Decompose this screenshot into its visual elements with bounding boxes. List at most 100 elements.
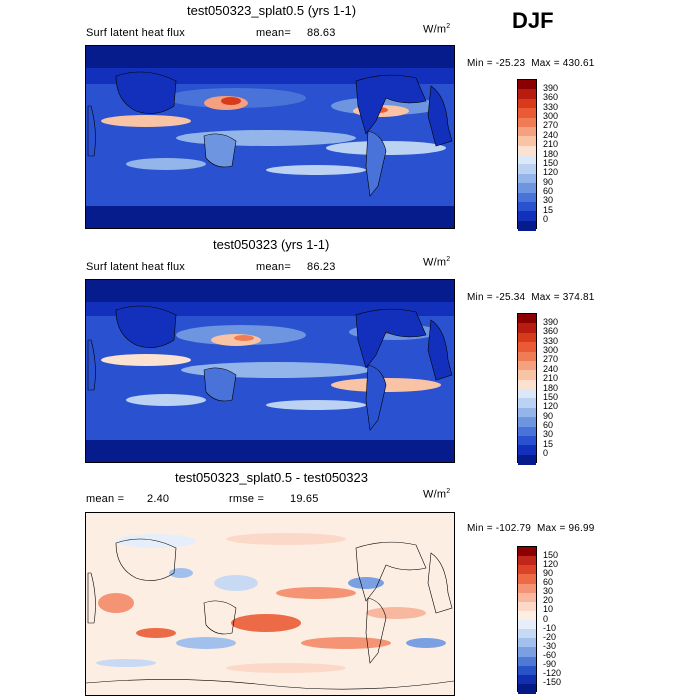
panel-1-minmax: Min = -25.23 Max = 430.61 — [467, 58, 595, 69]
colorbar-tick-label: 210 — [543, 139, 559, 150]
colorbar-swatch — [518, 360, 536, 371]
colorbar-swatch — [518, 665, 536, 676]
panel-1-mean-label: mean= — [256, 27, 291, 39]
colorbar-tick-label: 360 — [543, 92, 559, 103]
colorbar-swatch — [518, 407, 536, 418]
colorbar-tick-label: 30 — [543, 586, 554, 597]
panel-1-colorbar: 390 360 330 300 270 240 210 180 150 120 90 60 30 15 0 — [517, 79, 577, 231]
panel-3-units: W/m2 — [423, 488, 451, 501]
colorbar-swatch — [518, 674, 536, 685]
colorbar-swatch — [518, 547, 536, 557]
panel-1-map — [85, 45, 455, 229]
panel-3-field — [86, 513, 454, 695]
colorbar-tick-label: -90 — [543, 659, 557, 670]
colorbar-tick-label: 0 — [543, 448, 549, 459]
panel-3-mean-value: 2.40 — [147, 493, 170, 505]
colorbar-swatch — [518, 379, 536, 390]
colorbar-swatch — [518, 145, 536, 156]
colorbar-swatch — [518, 592, 536, 603]
colorbar-tick-label: 90 — [543, 410, 554, 421]
colorbar-swatch — [518, 108, 536, 119]
colorbar-swatch — [518, 683, 536, 694]
panel-2-colorbar: 390 360 330 300 270 240 210 180 150 120 90 60 30 15 0 — [517, 313, 577, 465]
panel-3-map — [85, 512, 455, 696]
colorbar-frame — [517, 546, 537, 694]
panel-3-rmse-value: 19.65 — [290, 493, 319, 505]
colorbar-tick-label: 360 — [543, 326, 559, 337]
colorbar-tick-label: 180 — [543, 148, 559, 159]
colorbar-tick-label: 0 — [543, 214, 549, 225]
panel-3-minmax: Min = -102.79 Max = 96.99 — [467, 523, 595, 534]
colorbar-tick-label: 15 — [543, 204, 554, 215]
panel-2-field — [86, 280, 454, 462]
colorbar-tick-label: 120 — [543, 558, 559, 569]
colorbar-swatch — [518, 136, 536, 147]
colorbar-tick-label: 60 — [543, 186, 554, 196]
season-label: DJF — [512, 8, 554, 33]
colorbar-swatch — [518, 610, 536, 621]
colorbar-tick-label: 90 — [543, 176, 554, 187]
colorbar-swatch — [518, 370, 536, 381]
colorbar-tick-label: 10 — [543, 604, 554, 615]
colorbar-tick-label: 60 — [543, 420, 554, 430]
colorbar-swatch — [518, 638, 536, 649]
colorbar-tick-label: -10 — [543, 622, 557, 633]
colorbar-swatch — [518, 565, 536, 576]
colorbar-frame — [517, 79, 537, 231]
colorbar-swatch — [518, 201, 536, 212]
colorbar-swatch — [518, 117, 536, 128]
colorbar-tick-label: 300 — [543, 345, 559, 355]
colorbar-tick-label: 30 — [543, 429, 554, 440]
colorbar-tick-label: 330 — [543, 101, 559, 112]
colorbar-tick-label: 150 — [543, 157, 559, 168]
colorbar-swatch — [518, 583, 536, 594]
colorbar-swatch — [518, 314, 536, 324]
colorbar-tick-label: 240 — [543, 129, 559, 140]
colorbar-swatch — [518, 155, 536, 165]
colorbar-tick-label: 20 — [543, 595, 554, 606]
colorbar-swatch — [518, 126, 536, 137]
panel-2-mean-value: 86.23 — [307, 261, 336, 273]
panel-1-units: W/m2 — [423, 23, 451, 36]
colorbar-swatch — [518, 647, 536, 658]
colorbar-tick-label: 390 — [543, 316, 559, 327]
colorbar-tick-label: -20 — [543, 631, 557, 642]
colorbar-tick-label: 120 — [543, 401, 559, 412]
panel-2-minmax: Min = -25.34 Max = 374.81 — [467, 292, 595, 303]
colorbar-swatch — [518, 211, 536, 222]
panel-2-mean-label: mean= — [256, 261, 291, 273]
colorbar-tick-label: 390 — [543, 82, 559, 93]
colorbar-tick-label: -150 — [543, 677, 562, 688]
colorbar-swatch — [518, 426, 536, 437]
colorbar-swatch — [518, 98, 536, 109]
colorbar-tick-label: 240 — [543, 363, 559, 374]
colorbar-tick-label: 120 — [543, 167, 559, 178]
colorbar-tick-label: -120 — [543, 668, 562, 679]
colorbar-tick-label: 15 — [543, 438, 554, 449]
colorbar-swatch — [518, 80, 536, 90]
panel-3-colorbar: 150 120 90 60 30 20 10 0 -10 -20 -30 -60 -90 -120 -150 — [517, 546, 577, 694]
colorbar-tick-label: 60 — [543, 577, 554, 587]
panel-3-mean-label: mean = — [86, 493, 125, 505]
colorbar-swatch — [518, 601, 536, 612]
colorbar-swatch — [518, 164, 536, 175]
colorbar-swatch — [518, 454, 536, 465]
colorbar-tick-label: 150 — [543, 549, 559, 560]
colorbar-swatch — [518, 89, 536, 100]
panel-2-units: W/m2 — [423, 256, 451, 269]
colorbar-swatch — [518, 656, 536, 667]
colorbar-swatch — [518, 323, 536, 334]
colorbar-swatch — [518, 389, 536, 399]
panel-3-rmse-label: rmse = — [229, 493, 265, 505]
colorbar-swatch — [518, 556, 536, 567]
colorbar-swatch — [518, 173, 536, 184]
colorbar-frame — [517, 313, 537, 465]
colorbar-swatch — [518, 220, 536, 231]
colorbar-swatch — [518, 417, 536, 428]
colorbar-tick-label: 90 — [543, 567, 554, 578]
colorbar-tick-label: 180 — [543, 382, 559, 393]
colorbar-tick-label: 270 — [543, 354, 559, 365]
colorbar-swatch — [518, 398, 536, 409]
panel-2-title: test050323 (yrs 1-1) — [213, 237, 330, 252]
colorbar-tick-label: -30 — [543, 640, 557, 651]
